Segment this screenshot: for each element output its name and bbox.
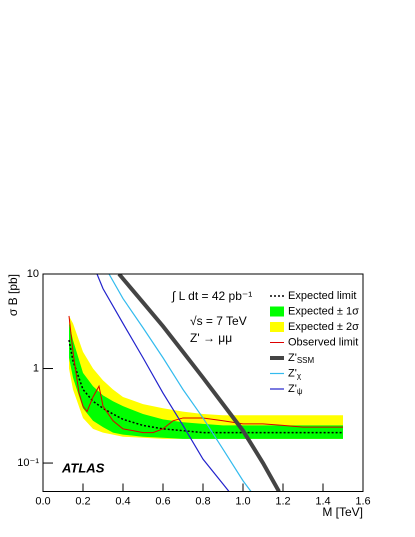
legend-name: Z': [288, 367, 297, 379]
y-tick-label: 10⁻¹: [17, 457, 39, 469]
x-tick-label: 1.0: [235, 495, 250, 507]
band: [69, 315, 343, 439]
x-tick-label: 0.4: [115, 495, 130, 507]
legend-name: Expected ± 1σ: [288, 305, 359, 317]
y-tick-label: 10: [27, 268, 39, 280]
legend-name: Z': [288, 352, 297, 364]
legend-sub: χ: [297, 372, 302, 381]
legend-sub: ψ: [297, 387, 303, 396]
x-tick-label: 0.6: [155, 495, 170, 507]
series-line: [108, 274, 252, 492]
y-axis-label: σ B [pb]: [6, 274, 20, 316]
luminosity: ∫ L dt = 42 pb⁻¹: [171, 289, 252, 303]
legend-label: Z'ψ: [288, 383, 303, 396]
x-tick-label: 1.2: [275, 495, 290, 507]
x-tick-label: 0.0: [35, 495, 50, 507]
energy: √s = 7 TeV: [190, 314, 247, 328]
legend-name: Observed limit: [288, 336, 358, 348]
plot-area: [68, 274, 343, 492]
x-tick-label: 0.8: [195, 495, 210, 507]
x-tick-label: 1.6: [355, 495, 370, 507]
legend-swatch: [270, 322, 284, 332]
legend-sub: SSM: [297, 356, 315, 365]
x-axis-label: M [TeV]: [322, 505, 363, 519]
legend-name: Expected limit: [288, 290, 356, 302]
atlas-label: ATLAS: [61, 460, 105, 475]
series-line: [68, 315, 343, 434]
legend-label: Expected ± 1σ: [288, 305, 359, 317]
series-line: [117, 274, 281, 492]
legend-name: Z': [288, 383, 297, 395]
y-tick-label: 1: [33, 362, 39, 374]
legend-label: Observed limit: [288, 336, 358, 348]
legend-label: Z'SSM: [288, 352, 315, 365]
legend-swatch: [270, 306, 284, 317]
x-tick-label: 0.2: [75, 495, 90, 507]
x-tick-label: 1.4: [315, 495, 330, 507]
series-line: [68, 339, 343, 434]
legend-label: Expected limit: [288, 290, 356, 302]
legend-label: Expected ± 2σ: [288, 321, 359, 333]
channel: Z' → μμ: [190, 331, 232, 345]
legend-label: Z'χ: [288, 367, 302, 380]
series-line: [96, 274, 230, 492]
legend-name: Expected ± 2σ: [288, 321, 359, 333]
